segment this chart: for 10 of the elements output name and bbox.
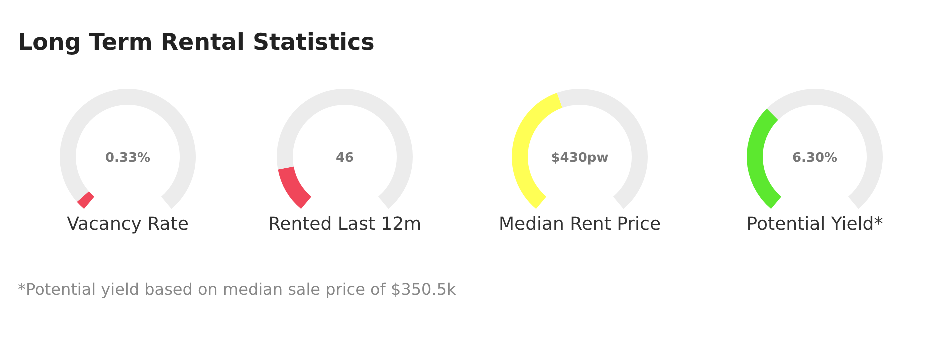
- text: Potential Yield*: [746, 214, 884, 235]
- text: Vacancy Rate: [67, 214, 189, 235]
- text: Rented Last 12m: [268, 214, 422, 235]
- text: Long Term Rental Statistics: [18, 30, 375, 56]
- text: $430pw: [551, 151, 609, 166]
- text: Median Rent Price: [498, 214, 662, 235]
- text: *Potential yield based on median sale price of $350.5k: [18, 280, 457, 299]
- text: 6.30%: [792, 151, 838, 166]
- text: 46: [336, 151, 354, 166]
- text: 0.33%: [105, 151, 151, 166]
